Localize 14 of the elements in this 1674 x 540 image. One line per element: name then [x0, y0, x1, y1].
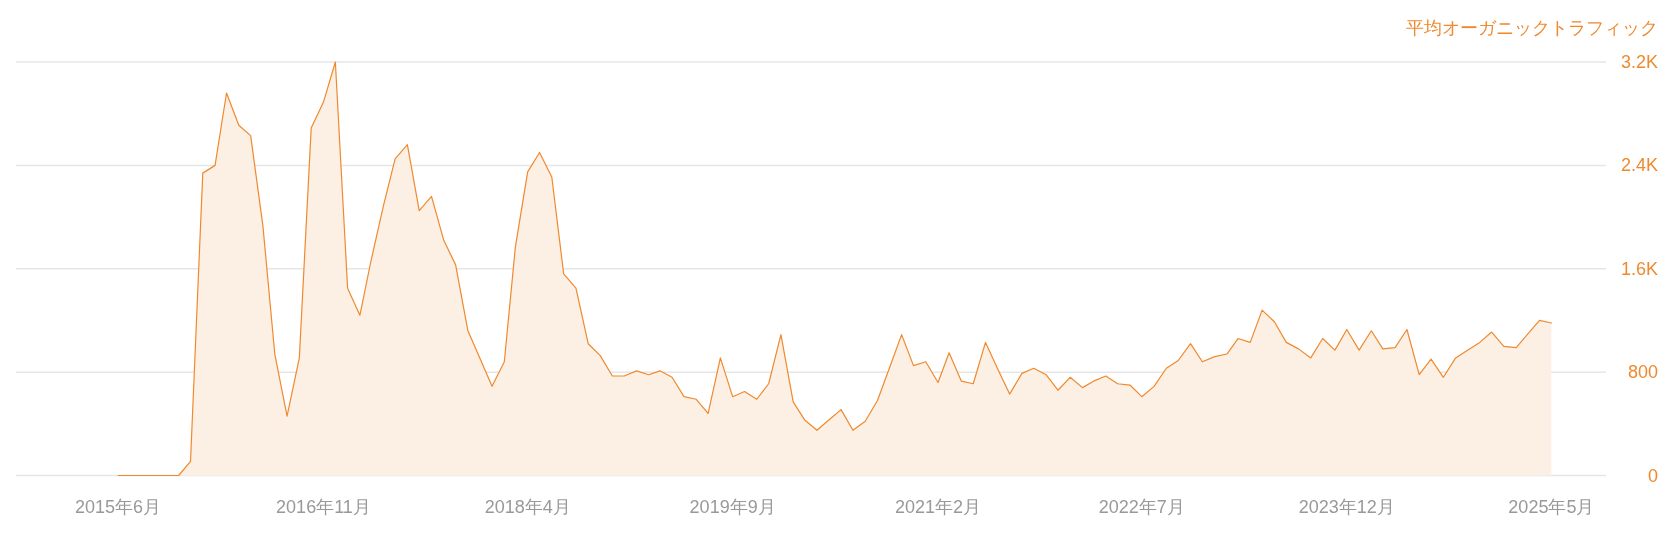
y-tick-label: 800	[1627, 362, 1658, 383]
x-tick-label: 2022年7月	[1098, 496, 1185, 517]
x-tick-label: 2018年4月	[484, 496, 571, 517]
x-tick-label: 2015年6月	[75, 496, 162, 517]
y-axis-title: 平均オーガニックトラフィック	[1406, 18, 1658, 38]
y-tick-label: 2.4K	[1620, 155, 1658, 176]
y-tick-label: 1.6K	[1620, 258, 1658, 279]
y-tick-label: 3.2K	[1620, 52, 1658, 72]
x-tick-label: 2023年12月	[1298, 496, 1395, 517]
x-tick-label: 2025年5月	[1508, 496, 1595, 517]
x-tick-label: 2016年11月	[276, 496, 371, 517]
x-tick-label: 2019年9月	[689, 496, 776, 517]
y-tick-label: 0	[1647, 465, 1658, 486]
x-tick-label: 2021年2月	[894, 496, 982, 517]
